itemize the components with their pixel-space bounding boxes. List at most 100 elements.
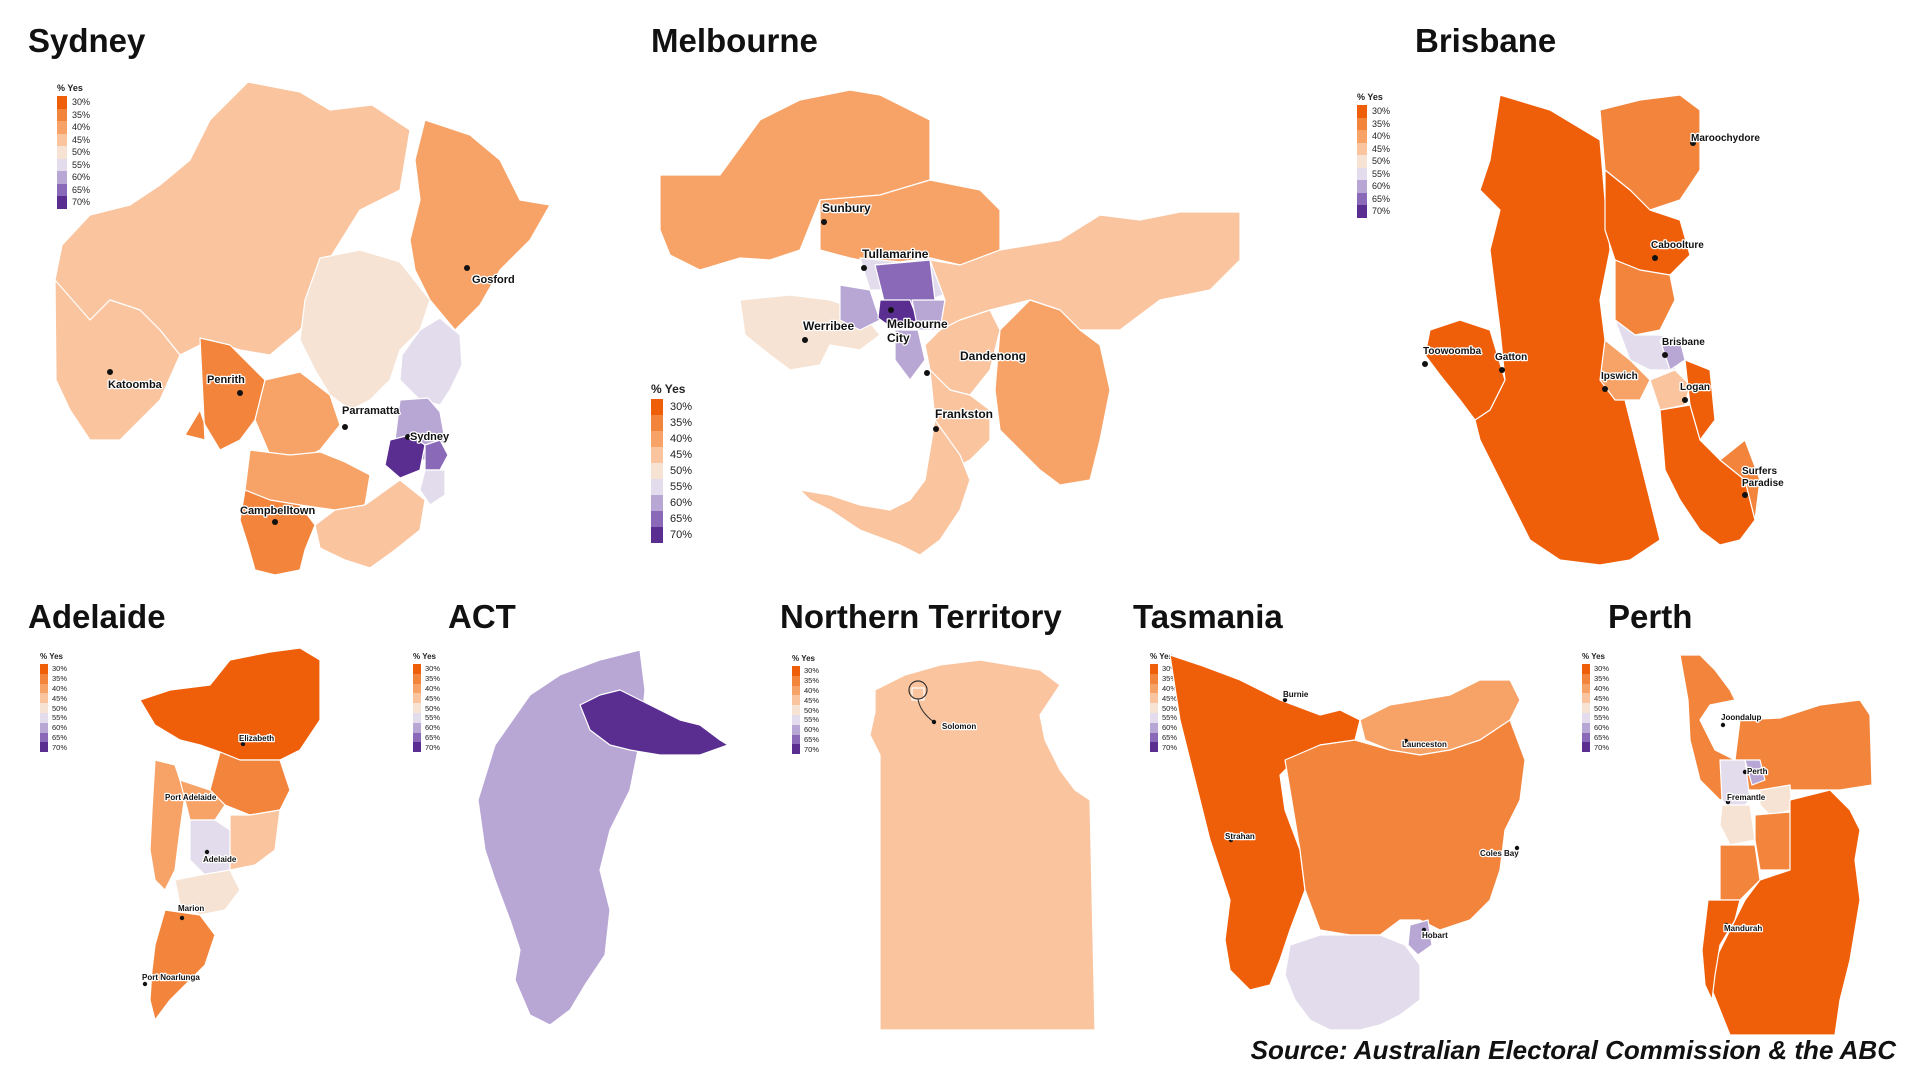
- legend-label: 60%: [72, 172, 91, 183]
- legend-swatch: [40, 673, 48, 684]
- panel-title-perth: Perth: [1608, 598, 1693, 635]
- region-perth-mandurah: [1701, 899, 1741, 1001]
- legend-row: 60%: [1582, 722, 1609, 733]
- legend-swatch: [792, 734, 800, 745]
- city-label: Katoomba: [108, 379, 163, 391]
- city-label: Tullamarine: [862, 247, 929, 261]
- city-label: Joondalup: [1721, 713, 1762, 722]
- legend-label: 40%: [1594, 683, 1610, 693]
- city-marker: [405, 434, 411, 440]
- region-perth-south-east: [1709, 789, 1861, 1036]
- city-marker: [107, 369, 113, 375]
- legend-label: 45%: [52, 693, 68, 703]
- map-tasmania: [1169, 654, 1526, 1031]
- city-label: Strahan: [1225, 832, 1255, 841]
- legend-swatch: [57, 133, 67, 146]
- city-marker: [1742, 769, 1748, 775]
- legend-label: 40%: [804, 685, 820, 695]
- legend-label: 40%: [1372, 131, 1391, 142]
- city-marker: [1422, 361, 1428, 367]
- city-label: Maroochydore: [1691, 133, 1760, 144]
- city-label: Perth: [1747, 767, 1768, 776]
- legend-row: 45%: [792, 695, 819, 706]
- panel-title-brisbane: Brisbane: [1415, 22, 1557, 59]
- legend-row: 35%: [40, 673, 67, 684]
- legend-row: 70%: [1582, 742, 1609, 753]
- legend-row: 65%: [1150, 732, 1177, 743]
- region-sydney-campbelltown: [239, 489, 316, 576]
- legend-row: 55%: [1150, 712, 1177, 723]
- legend-row: 40%: [1150, 683, 1177, 694]
- legend-title: % Yes: [651, 382, 686, 396]
- legend-swatch: [1150, 693, 1158, 704]
- legend-label: 30%: [1372, 106, 1391, 117]
- legend-label: 35%: [1594, 674, 1610, 684]
- legend-adelaide: % Yes 30% 35% 40% 45% 50% 55% 60% 65% 70%: [40, 652, 68, 753]
- legend-label: 55%: [670, 481, 693, 493]
- legend-swatch: [413, 742, 421, 753]
- city-marker: [204, 849, 210, 855]
- panel-title-adelaide: Adelaide: [28, 598, 166, 635]
- legend-swatch: [1150, 722, 1158, 733]
- legend-swatch: [651, 479, 663, 495]
- legend-label: 30%: [804, 666, 820, 676]
- legend-row: 40%: [651, 431, 692, 447]
- city-marker: [1228, 837, 1234, 843]
- legend-swatch: [1357, 117, 1367, 130]
- legend-label: 60%: [1162, 723, 1178, 733]
- panel-title-sydney: Sydney: [28, 22, 146, 59]
- region-tasmania-lyons: [1284, 719, 1526, 936]
- legend-swatch: [1582, 693, 1590, 704]
- region-melbourne-dandenong: [924, 309, 1001, 396]
- legend-swatch: [792, 695, 800, 706]
- legend-swatch: [792, 744, 800, 755]
- legend-label: 65%: [425, 732, 441, 742]
- legend-row: 65%: [57, 183, 90, 196]
- legend-row: 50%: [57, 146, 90, 159]
- legend-row: 45%: [1357, 142, 1390, 155]
- legend-row: 40%: [57, 121, 90, 134]
- city-label: Sunbury: [822, 201, 871, 215]
- legend-label: 70%: [1372, 206, 1391, 217]
- legend-row: 70%: [651, 527, 692, 543]
- legend-row: 35%: [792, 675, 819, 686]
- legend-label: 70%: [1162, 742, 1178, 752]
- region-brisbane-ipswich: [1599, 339, 1651, 401]
- legend-row: 65%: [1582, 732, 1609, 743]
- city-label: Brisbane: [1662, 337, 1705, 348]
- legend-title: % Yes: [40, 652, 63, 661]
- legend-swatch: [57, 108, 67, 121]
- region-sydney-sutherland: [314, 479, 426, 569]
- legend-label: 60%: [425, 723, 441, 733]
- legend-swatch: [792, 705, 800, 715]
- city-label: Mandurah: [1724, 924, 1762, 933]
- legend-swatch: [413, 683, 421, 694]
- legend-label: 30%: [72, 97, 91, 108]
- region-brisbane-west: [1474, 94, 1661, 566]
- region-adelaide-marion: [174, 869, 241, 916]
- region-melbourne-bayside: [894, 329, 926, 381]
- legend-swatch: [1357, 105, 1367, 118]
- legend-swatch: [413, 703, 421, 713]
- legend-swatch: [57, 171, 67, 184]
- city-label: Werribee: [803, 319, 854, 333]
- region-brisbane-bayside: [1684, 359, 1716, 441]
- legend-swatch: [57, 183, 67, 196]
- legend-swatch: [413, 664, 421, 674]
- legend-swatch: [1150, 732, 1158, 743]
- legend-swatch: [651, 511, 663, 527]
- legend-label: 60%: [670, 497, 693, 509]
- legend-swatch: [1357, 142, 1367, 155]
- legend-swatch: [651, 431, 663, 447]
- city-label: Penrith: [207, 374, 245, 386]
- legend-label: 55%: [1372, 168, 1391, 179]
- legend-row: 35%: [651, 415, 692, 431]
- legend-label: 45%: [72, 134, 91, 145]
- region-brisbane-caboolture: [1604, 169, 1691, 276]
- city-label: Melbourne City: [887, 317, 948, 345]
- legend-label: 55%: [72, 159, 91, 170]
- city-marker: [464, 265, 470, 271]
- city-marker: [931, 719, 937, 725]
- panel-title-nt: Northern Territory: [780, 598, 1062, 635]
- legend-swatch: [1150, 703, 1158, 713]
